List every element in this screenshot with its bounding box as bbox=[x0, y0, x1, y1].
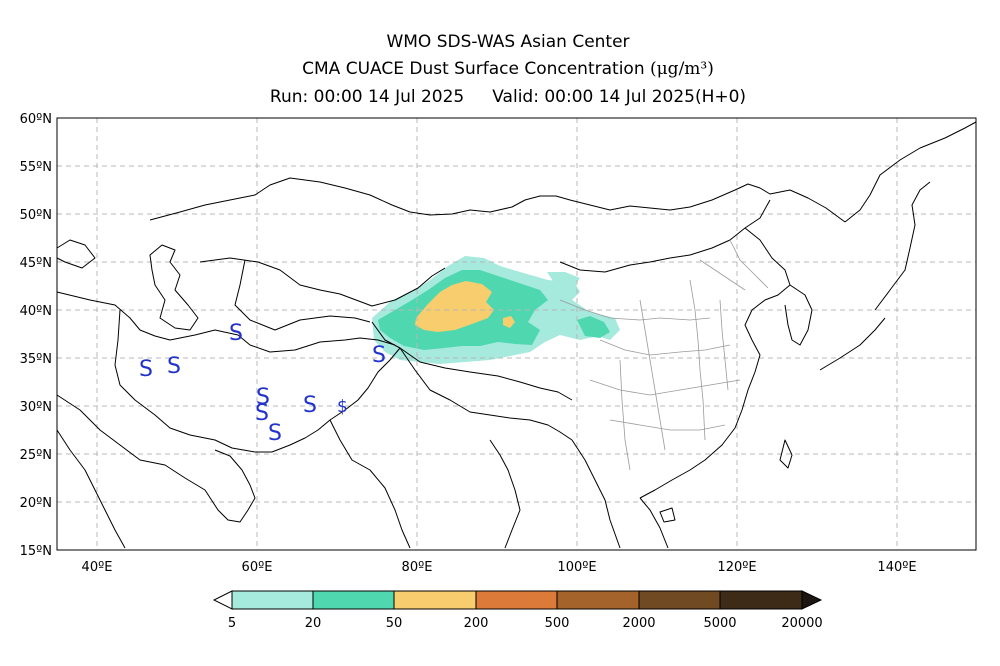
colorbar-tick-label: 5000 bbox=[703, 616, 736, 631]
title-line-1: WMO SDS-WAS Asian Center bbox=[386, 32, 630, 52]
province-borders bbox=[559, 239, 769, 471]
title-line-2: CMA CUACE Dust Surface Concentration (μg… bbox=[0, 58, 1000, 80]
lat-tick-label: 50ºN bbox=[20, 208, 52, 223]
station-marker: S bbox=[303, 393, 317, 418]
colorbar-tick-label: 200 bbox=[464, 616, 489, 631]
colorbar-tick-label: 20 bbox=[305, 616, 322, 631]
lat-tick-label: 20ºN bbox=[20, 496, 52, 511]
colorbar-bin bbox=[719, 590, 803, 610]
latitude-labels: 60ºN 55ºN 50ºN 45ºN 40ºN 35ºN 30ºN 25ºN … bbox=[20, 112, 52, 559]
title-product: CMA CUACE Dust Surface Concentration bbox=[302, 59, 645, 79]
lon-tick-label: 140ºE bbox=[877, 560, 916, 575]
title-line-3: Run: 00:00 14 Jul 2025 Valid: 00:00 14 Ju… bbox=[0, 86, 1000, 108]
lat-tick-label: 25ºN bbox=[20, 448, 52, 463]
lon-tick-label: 120ºE bbox=[717, 560, 756, 575]
run-time: Run: 00:00 14 Jul 2025 bbox=[269, 87, 465, 107]
station-marker: S bbox=[372, 343, 386, 368]
colorbar-tick-label: 50 bbox=[386, 616, 403, 631]
colorbar-tick-label: 500 bbox=[545, 616, 570, 631]
colorbar-tick-label: 5 bbox=[228, 616, 236, 631]
longitude-labels: 40ºE 60ºE 80ºE 100ºE 120ºE 140ºE bbox=[82, 560, 917, 575]
map-grid bbox=[57, 118, 976, 550]
valid-time: Valid: 00:00 14 Jul 2025(H+0) bbox=[492, 87, 747, 107]
dust-level-50-200-spot bbox=[503, 316, 515, 328]
station-marker: S bbox=[255, 401, 269, 426]
lon-tick-label: 40ºE bbox=[82, 560, 113, 575]
lat-tick-label: 55ºN bbox=[20, 160, 52, 175]
map-frame bbox=[56, 117, 977, 551]
colorbar-tick-label: 20000 bbox=[781, 616, 822, 631]
lat-tick-label: 60ºN bbox=[20, 112, 52, 127]
colorbar-tick-label: 2000 bbox=[622, 616, 655, 631]
station-marker: S bbox=[139, 357, 153, 382]
lat-tick-label: 40ºN bbox=[20, 304, 52, 319]
station-marker: S bbox=[256, 385, 270, 410]
dust-concentration-field bbox=[372, 256, 620, 364]
lon-tick-label: 80ºE bbox=[402, 560, 433, 575]
station-marker: $ bbox=[337, 397, 348, 417]
colorbar-arrow-low bbox=[212, 590, 233, 610]
colorbar-bin bbox=[556, 590, 640, 610]
dust-level-5-20-east bbox=[547, 272, 580, 285]
lat-tick-label: 30ºN bbox=[20, 400, 52, 415]
colorbar-bin bbox=[638, 590, 721, 610]
lon-tick-label: 60ºE bbox=[242, 560, 273, 575]
country-borders bbox=[56, 121, 977, 549]
station-marker: S bbox=[268, 421, 282, 446]
colorbar-arrow-high bbox=[801, 590, 823, 610]
colorbar-bin bbox=[312, 590, 395, 610]
colorbar: 5 20 50 200 500 2000 5000 20000 bbox=[212, 590, 823, 631]
title-unit: (μg/m³) bbox=[650, 59, 714, 79]
dust-level-50-200 bbox=[415, 281, 494, 332]
colorbar-bin bbox=[393, 590, 477, 610]
colorbar-bin bbox=[475, 590, 558, 610]
lat-tick-label: 35ºN bbox=[20, 352, 52, 367]
lat-tick-label: 45ºN bbox=[20, 256, 52, 271]
lat-tick-label: 15ºN bbox=[20, 544, 52, 559]
dust-station-markers: S S S S S S S S $ bbox=[139, 321, 386, 446]
colorbar-bin bbox=[231, 590, 314, 610]
lon-tick-label: 100ºE bbox=[557, 560, 596, 575]
station-marker: S bbox=[167, 354, 181, 379]
station-marker: S bbox=[229, 321, 243, 346]
dust-level-20-50-qaidam bbox=[577, 316, 610, 338]
